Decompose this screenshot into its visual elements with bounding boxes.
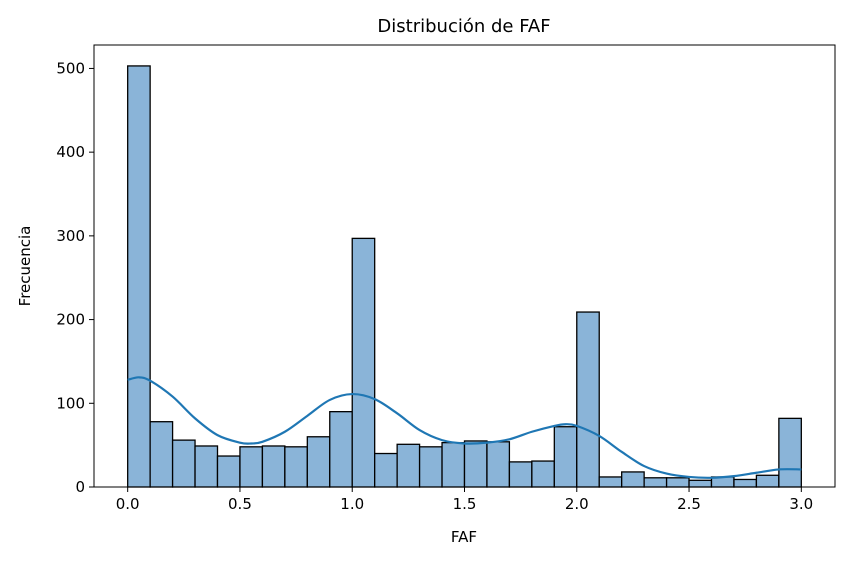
histogram-bar	[396, 443, 421, 488]
y-tick-label: 0	[75, 478, 85, 496]
histogram-bar	[688, 479, 713, 488]
histogram-bar	[418, 446, 443, 488]
histogram-bar	[171, 439, 196, 488]
x-axis-label: FAF	[451, 528, 477, 546]
histogram-bar	[351, 237, 376, 488]
histogram-bar	[553, 426, 578, 488]
x-tick-label: 0.0	[116, 495, 140, 513]
y-tick-label: 100	[56, 394, 85, 412]
histogram-bar	[239, 446, 264, 488]
bars-group	[127, 65, 802, 488]
histogram-bar	[149, 421, 174, 488]
y-tick-label: 500	[56, 59, 85, 77]
histogram-bar	[486, 441, 511, 488]
plot-frame	[93, 44, 836, 488]
histogram-bar	[643, 477, 668, 488]
histogram-bar	[665, 477, 690, 488]
histogram-bar	[576, 311, 600, 488]
x-tick-label: 3.0	[789, 495, 813, 513]
chart-title: Distribución de FAF	[377, 16, 550, 37]
histogram-bar	[463, 440, 488, 488]
y-axis-label: Frecuencia	[16, 226, 34, 307]
x-tick-label: 1.5	[453, 495, 477, 513]
histogram-bar	[621, 471, 645, 488]
histogram-bar	[284, 446, 308, 488]
y-axis-ticks: 0 100 200 300 400 500	[56, 59, 94, 496]
histogram-bar	[441, 441, 466, 488]
histogram-bar	[216, 455, 241, 488]
histogram-bar	[755, 474, 780, 488]
x-axis-ticks: 0.0 0.5 1.0 1.5 2.0 2.5 3.0	[116, 487, 813, 513]
kde-line	[127, 376, 802, 479]
x-tick-label: 1.0	[340, 495, 364, 513]
histogram-bar	[374, 452, 398, 488]
x-tick-label: 2.0	[565, 495, 589, 513]
kde-layer	[127, 376, 802, 479]
x-tick-label: 0.5	[228, 495, 252, 513]
x-tick-label: 2.5	[677, 495, 701, 513]
histogram-bar	[598, 476, 623, 488]
histogram-bar	[531, 460, 555, 488]
histogram-bar	[508, 461, 533, 488]
histogram-bar	[733, 478, 758, 488]
y-tick-label: 300	[56, 227, 85, 245]
y-tick-label: 400	[56, 143, 85, 161]
histogram-bar	[778, 417, 802, 488]
histogram-bar	[194, 445, 219, 488]
histogram-bar	[127, 65, 151, 488]
histogram-bar	[306, 436, 331, 488]
histogram-bar	[261, 445, 286, 488]
histogram-bar	[329, 411, 353, 488]
y-tick-label: 200	[56, 311, 85, 329]
